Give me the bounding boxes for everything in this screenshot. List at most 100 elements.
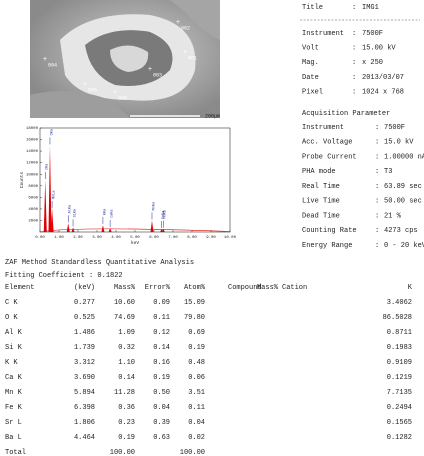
table-header: K: [408, 284, 413, 292]
meta-label: Title: [302, 4, 323, 12]
table-cell: 0.02: [188, 434, 205, 442]
meta-label: Counting Rate: [302, 227, 357, 235]
meta-colon: :: [375, 212, 379, 220]
table-cell: 1.806: [74, 419, 95, 427]
meta-value: 7500F: [362, 30, 383, 38]
table-cell: 0.50: [153, 389, 170, 397]
peak: [150, 220, 154, 232]
y-tick-label: 16000: [26, 139, 39, 143]
x-tick-label: 1.00: [54, 236, 64, 240]
peak-label: AlKa: [68, 205, 73, 213]
table-cell: 86.5028: [383, 314, 412, 322]
meta-value: 21 %: [384, 212, 402, 220]
x-tick-label: 9.00: [206, 236, 216, 240]
meta-label: Mag.: [302, 59, 319, 67]
table-header: Mass%: [114, 284, 136, 292]
meta-label: Dead Time: [302, 212, 340, 220]
plot-frame: [39, 127, 231, 233]
table-header: Element: [5, 284, 34, 292]
table-cell: 0.11: [188, 404, 205, 412]
meta-value: 0 - 20 keV: [384, 242, 424, 250]
table-cell: 1.10: [118, 359, 135, 367]
y-tick-label: 18000: [26, 127, 39, 131]
meta-colon: :: [375, 242, 379, 250]
meta-colon: :: [375, 153, 379, 161]
peak-label: SiKa: [72, 209, 77, 217]
table-cell: 0.9109: [387, 359, 412, 367]
peak-label: CKa: [46, 164, 50, 170]
table-header: Atom%: [184, 284, 206, 292]
meta-label: PHA mode: [302, 168, 336, 176]
peak: [161, 228, 165, 232]
table-cell: Si K: [5, 344, 23, 352]
table-cell: 1.09: [118, 329, 135, 337]
table-cell: 0.48: [188, 359, 205, 367]
spot-label: 001: [188, 55, 197, 61]
table-header: Error%: [145, 284, 171, 292]
table-cell: 15.09: [184, 299, 205, 307]
spot-label: 006: [118, 95, 127, 101]
x-tick-label: 7.00: [168, 236, 178, 240]
x-tick-label: 8.00: [187, 236, 197, 240]
table-cell: 0.04: [188, 419, 205, 427]
spot-marker: +: [148, 66, 152, 74]
table-cell: 0.04: [153, 404, 170, 412]
table-cell: 100.00: [180, 449, 205, 456]
x-tick-label: 5.00: [130, 236, 140, 240]
table-cell: 3.690: [74, 374, 95, 382]
table-cell: Al K: [5, 329, 23, 337]
table-cell: 0.63: [153, 434, 170, 442]
x-tick-label: 6.00: [149, 236, 159, 240]
y-tick-label: 4000: [28, 208, 38, 212]
meta-colon: :: [375, 139, 379, 147]
meta-value: T3: [384, 168, 392, 176]
peak-label: KKa: [103, 209, 107, 215]
meta-colon: :: [352, 45, 356, 53]
table-cell: 11.28: [114, 389, 135, 397]
spot-marker: +: [176, 19, 180, 27]
table-cell: 3.312: [74, 359, 95, 367]
table-cell: 5.894: [74, 389, 95, 397]
meta-label: Date: [302, 74, 319, 82]
peak: [108, 227, 112, 232]
peak: [101, 225, 105, 232]
spot-marker: +: [83, 81, 87, 89]
continuum: [39, 228, 231, 233]
table-cell: O K: [5, 314, 18, 322]
table-cell: 3.4062: [387, 299, 412, 307]
x-tick-label: 2.00: [73, 236, 83, 240]
sem-image: [30, 0, 220, 118]
table-cell: 10.60: [114, 299, 135, 307]
peak-label: MnKa: [152, 202, 156, 210]
table-cell: 0.8711: [387, 329, 412, 337]
meta-label: Live Time: [302, 198, 340, 206]
table-header: Cation: [282, 284, 307, 292]
spot-marker: +: [43, 56, 47, 64]
meta-colon: :: [375, 124, 379, 132]
meta-value: 15.0 kV: [384, 139, 414, 147]
x-tick-label: 0.00: [35, 236, 45, 240]
meta-section: Acquisition Parameter: [302, 110, 390, 118]
meta-colon: :: [352, 4, 356, 12]
meta-value: 50.00 sec: [384, 198, 422, 206]
table-cell: 0.19: [153, 374, 170, 382]
table-cell: 74.69: [114, 314, 135, 322]
table-cell: 0.1983: [387, 344, 412, 352]
spot-label: 003: [153, 72, 162, 78]
table-cell: 4.464: [74, 434, 95, 442]
meta-colon: :: [375, 168, 379, 176]
peak-label: OKa: [50, 129, 54, 135]
table-cell: 1.739: [74, 344, 95, 352]
table-cell: K K: [5, 359, 18, 367]
table-cell: 1.486: [74, 329, 95, 337]
peak-label: FeKa: [162, 211, 166, 219]
x-axis-label: keV: [131, 240, 139, 246]
table-cell: Total: [5, 449, 26, 456]
table-cell: 0.1282: [387, 434, 412, 442]
peak: [71, 227, 75, 232]
y-tick-label: 10000: [26, 173, 39, 177]
table-cell: Ba L: [5, 434, 22, 442]
table-cell: 0.39: [153, 419, 170, 427]
x-tick-label: 3.00: [92, 236, 102, 240]
